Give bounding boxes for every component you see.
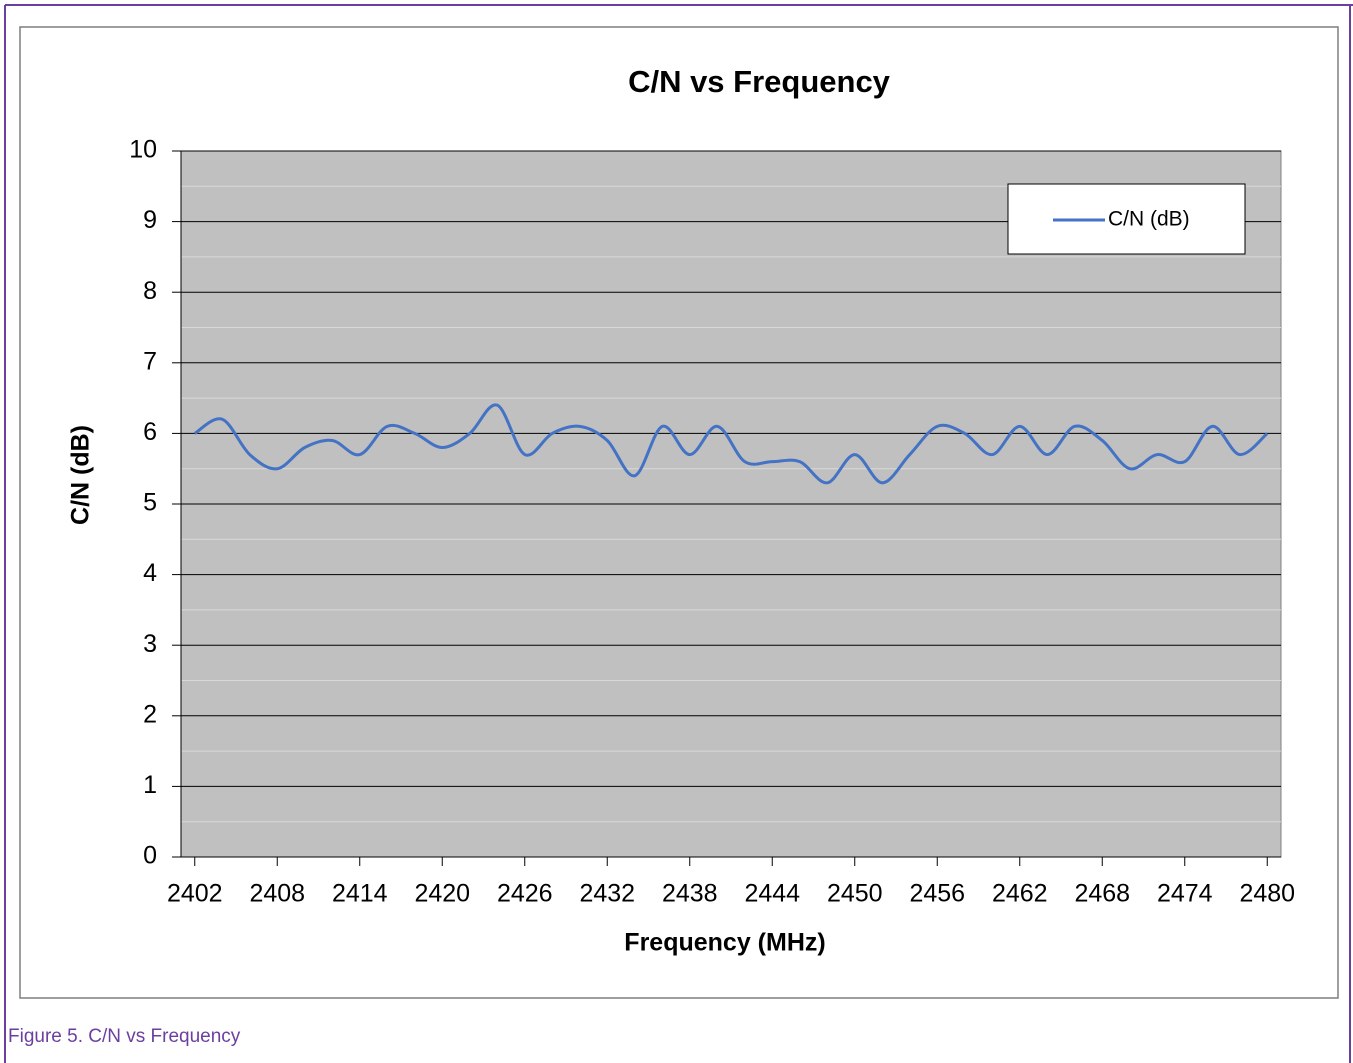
caption: Figure 5. C/N vs Frequency	[8, 1026, 241, 1047]
y-tick-label: 3	[143, 630, 157, 658]
y-tick-label: 8	[143, 277, 157, 305]
chart-title: C/N vs Frequency	[628, 64, 891, 99]
y-tick-label: 10	[129, 136, 157, 164]
y-tick-label: 6	[143, 418, 157, 446]
x-tick-label: 2474	[1157, 880, 1213, 908]
x-tick-label: 2420	[414, 880, 470, 908]
x-tick-label: 2402	[167, 880, 223, 908]
x-tick-label: 2408	[249, 880, 305, 908]
x-tick-label: 2456	[909, 880, 965, 908]
plot: 0 1 2 3 4 5 6 7 8 9 10 2402 2408 2414 2420 2426 2432 2438…	[129, 136, 1295, 908]
data-line	[193, 403, 1269, 485]
legend-box	[1007, 183, 1246, 255]
y-tick-label: 5	[143, 489, 157, 517]
x-tick-label: 2450	[827, 880, 883, 908]
x-tick-label: 2468	[1074, 880, 1130, 908]
x-tick-label: 2462	[992, 880, 1048, 908]
y-tick-label: 1	[143, 771, 157, 799]
x-axis-label: Frequency (MHz)	[624, 929, 825, 957]
y-tick-label: 2	[143, 700, 157, 728]
x-tick-label: 2414	[332, 880, 388, 908]
x-tick-label: 2426	[497, 880, 553, 908]
y-tick-label: 4	[143, 559, 157, 587]
y-tick-label: 7	[143, 347, 157, 375]
legend-label: C/N (dB)	[1108, 208, 1190, 231]
x-tick-label: 2444	[744, 880, 800, 908]
x-tick-label: 2480	[1239, 880, 1295, 908]
x-tick-label: 2438	[662, 880, 718, 908]
x-tick-label: 2432	[579, 880, 635, 908]
y-tick-label: 0	[143, 842, 157, 870]
y-tick-label: 9	[143, 206, 157, 234]
y-axis-label: C/N (dB)	[67, 425, 95, 525]
